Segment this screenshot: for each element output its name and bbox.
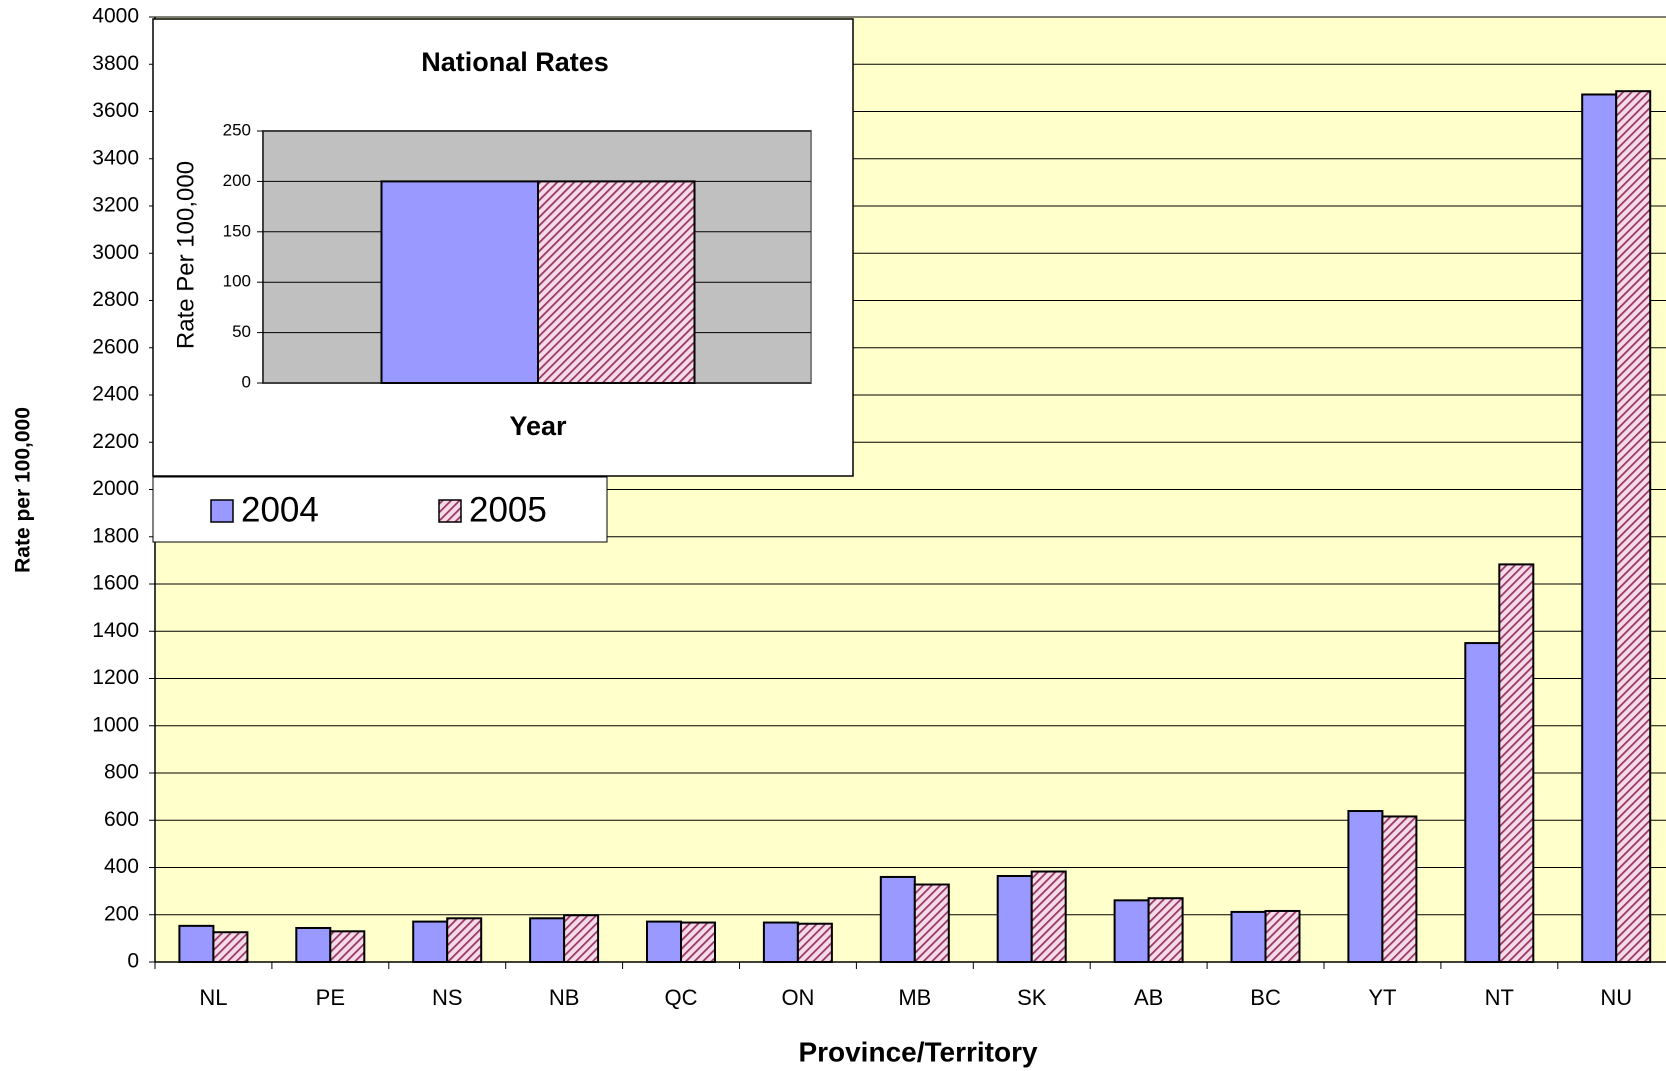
inset-y-tick-label: 200 <box>223 171 251 190</box>
x-tick-label: PE <box>316 985 345 1010</box>
bar <box>178 924 215 964</box>
bar <box>1147 897 1184 964</box>
y-tick-label: 2800 <box>92 288 139 311</box>
x-tick-label: NB <box>549 985 580 1010</box>
inset-y-tick-label: 250 <box>223 120 251 139</box>
bar <box>329 930 366 963</box>
y-tick-label: 4000 <box>92 5 139 28</box>
inset-y-tick-label: 150 <box>223 221 251 240</box>
y-tick-label: 0 <box>127 950 139 973</box>
bar <box>380 180 539 384</box>
x-tick-label: SK <box>1017 985 1047 1010</box>
bar <box>1113 899 1150 963</box>
bar <box>1581 93 1618 964</box>
bar <box>1030 870 1067 963</box>
bar <box>212 931 249 963</box>
y-tick-label: 3600 <box>92 99 139 122</box>
x-tick-label: QC <box>665 985 698 1010</box>
y-tick-label: 2600 <box>92 335 139 358</box>
bar <box>537 180 696 384</box>
inset-y-tick-label: 50 <box>232 322 251 341</box>
y-tick-label: 2400 <box>92 383 139 406</box>
y-tick-label: 3800 <box>92 52 139 75</box>
bar <box>1264 909 1301 963</box>
bar <box>913 883 950 964</box>
y-tick-label: 600 <box>104 808 139 831</box>
legend-label: 2005 <box>469 490 547 529</box>
y-tick-label: 1200 <box>92 666 139 689</box>
y-tick-label: 1000 <box>92 713 139 736</box>
bar <box>879 875 916 964</box>
y-tick-label: 800 <box>104 761 139 784</box>
bar <box>646 920 682 964</box>
bar <box>680 921 716 964</box>
y-tick-label: 200 <box>104 902 139 925</box>
x-tick-label: AB <box>1134 985 1163 1010</box>
y-tick-label: 2200 <box>92 430 139 453</box>
x-axis-label: Province/Territory <box>798 1036 1038 1067</box>
x-tick-label: NT <box>1485 985 1514 1010</box>
bar <box>1381 815 1418 963</box>
y-tick-label: 1600 <box>92 572 139 595</box>
legend-swatch <box>210 499 234 523</box>
inset-title: National Rates <box>421 47 609 77</box>
bar <box>446 917 483 964</box>
bar <box>412 920 449 964</box>
y-tick-label: 3000 <box>92 241 139 264</box>
inset-y-axis-label: Rate Per 100,000 <box>172 161 199 349</box>
bar <box>295 926 332 963</box>
x-tick-label: NL <box>199 985 227 1010</box>
x-tick-label: YT <box>1368 985 1396 1010</box>
bar <box>563 914 600 963</box>
bar <box>996 875 1033 964</box>
bar <box>1615 90 1652 964</box>
bar <box>1498 563 1535 963</box>
inset-x-axis-label: Year <box>509 411 567 441</box>
legend-swatch <box>438 499 462 523</box>
bar <box>1464 642 1501 963</box>
y-tick-label: 3200 <box>92 194 139 217</box>
bar <box>529 917 566 964</box>
y-axis-label: Rate per 100,000 <box>12 407 35 573</box>
y-tick-label: 3400 <box>92 146 139 169</box>
x-tick-label: NS <box>432 985 463 1010</box>
y-tick-label: 400 <box>104 855 139 878</box>
bar <box>1347 810 1384 963</box>
y-tick-label: 1800 <box>92 524 139 547</box>
x-tick-label: ON <box>781 985 814 1010</box>
bar <box>1230 910 1267 963</box>
x-tick-label: NU <box>1600 985 1632 1010</box>
x-tick-label: MB <box>898 985 931 1010</box>
bar <box>796 922 833 963</box>
inset-y-tick-label: 100 <box>223 272 251 291</box>
x-tick-label: BC <box>1250 985 1281 1010</box>
inset-y-tick-label: 0 <box>242 372 251 391</box>
legend-label: 2004 <box>241 490 319 529</box>
bar <box>762 921 799 964</box>
y-tick-label: 1400 <box>92 619 139 642</box>
y-tick-label: 2000 <box>92 477 139 500</box>
